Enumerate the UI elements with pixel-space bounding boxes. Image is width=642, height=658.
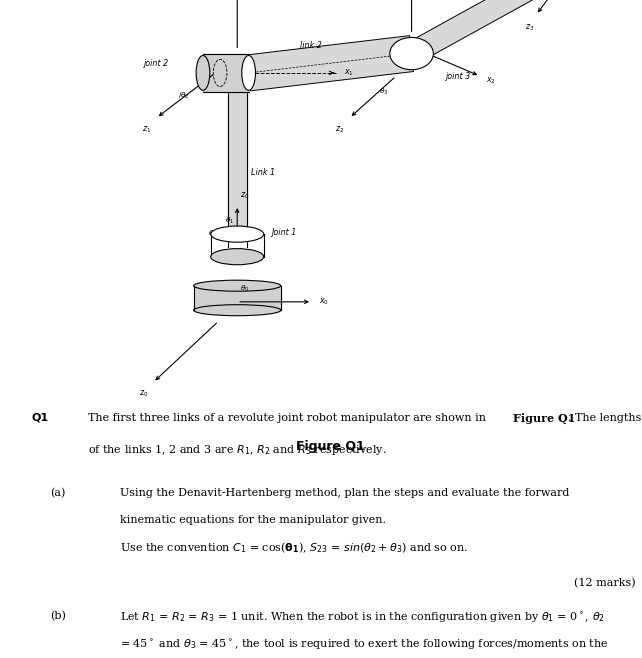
Text: $z_0$: $z_0$ <box>240 190 250 201</box>
Text: Figure Q1: Figure Q1 <box>296 440 365 453</box>
Text: . The lengths: . The lengths <box>568 413 641 423</box>
Polygon shape <box>247 36 413 91</box>
Text: Let $\mathit{R_1}$ = $\mathit{R_2}$ = $\mathit{R_3}$ = 1 unit. When the robot is: Let $\mathit{R_1}$ = $\mathit{R_2}$ = $\… <box>120 611 605 624</box>
Text: of the links 1, 2 and 3 are $\mathit{R_1}$, $\mathit{R_2}$ and $\mathit{R_3}$ re: of the links 1, 2 and 3 are $\mathit{R_1… <box>89 443 387 457</box>
Text: Using the Denavit-Hartenberg method, plan the steps and evaluate the forward: Using the Denavit-Hartenberg method, pla… <box>120 488 569 498</box>
Text: $z_0$: $z_0$ <box>139 389 148 399</box>
Ellipse shape <box>194 280 281 291</box>
Ellipse shape <box>242 55 256 90</box>
Text: kinematic equations for the manipulator given.: kinematic equations for the manipulator … <box>120 515 386 526</box>
Text: $z_1$: $z_1$ <box>143 124 152 135</box>
Text: (b): (b) <box>51 611 67 620</box>
Polygon shape <box>406 0 603 64</box>
Text: Q1: Q1 <box>31 413 49 423</box>
Ellipse shape <box>194 305 281 316</box>
Text: joint 3: joint 3 <box>446 72 471 81</box>
Text: Use the convention $C_1$ = cos($\mathbf{\theta_1}$), $S_{23}$ = $\mathit{sin(\th: Use the convention $C_1$ = cos($\mathbf{… <box>120 540 468 555</box>
Text: $z_3$: $z_3$ <box>525 22 535 33</box>
Text: Figure Q1: Figure Q1 <box>513 413 575 424</box>
Text: Link 1: Link 1 <box>251 168 275 178</box>
Text: $\theta_1$: $\theta_1$ <box>225 216 234 226</box>
Text: /$\theta_2$: /$\theta_2$ <box>178 90 190 101</box>
Text: $\theta_0$: $\theta_0$ <box>240 284 250 294</box>
Text: joint 2: joint 2 <box>143 59 169 68</box>
Text: $z_2$: $z_2$ <box>335 124 345 135</box>
Ellipse shape <box>196 55 210 90</box>
Text: = 45$^\circ$ and $\theta_3$ = 45$^\circ$, the tool is required to exert the foll: = 45$^\circ$ and $\theta_3$ = 45$^\circ$… <box>120 638 609 652</box>
Ellipse shape <box>211 226 264 242</box>
Ellipse shape <box>211 249 264 265</box>
Text: (12 marks): (12 marks) <box>574 578 636 588</box>
Text: $x_1$: $x_1$ <box>344 68 354 78</box>
Ellipse shape <box>390 38 433 70</box>
Text: $x_0$: $x_0$ <box>320 297 329 307</box>
Text: $x_2$: $x_2$ <box>487 76 496 86</box>
Text: $\theta_1$: $\theta_1$ <box>208 229 217 240</box>
Text: link 2: link 2 <box>300 41 322 51</box>
Text: $\theta_3$: $\theta_3$ <box>379 87 388 97</box>
Text: Joint 1: Joint 1 <box>272 228 297 238</box>
Text: The first three links of a revolute joint robot manipulator are shown in: The first three links of a revolute join… <box>89 413 490 423</box>
Text: (a): (a) <box>51 488 66 498</box>
